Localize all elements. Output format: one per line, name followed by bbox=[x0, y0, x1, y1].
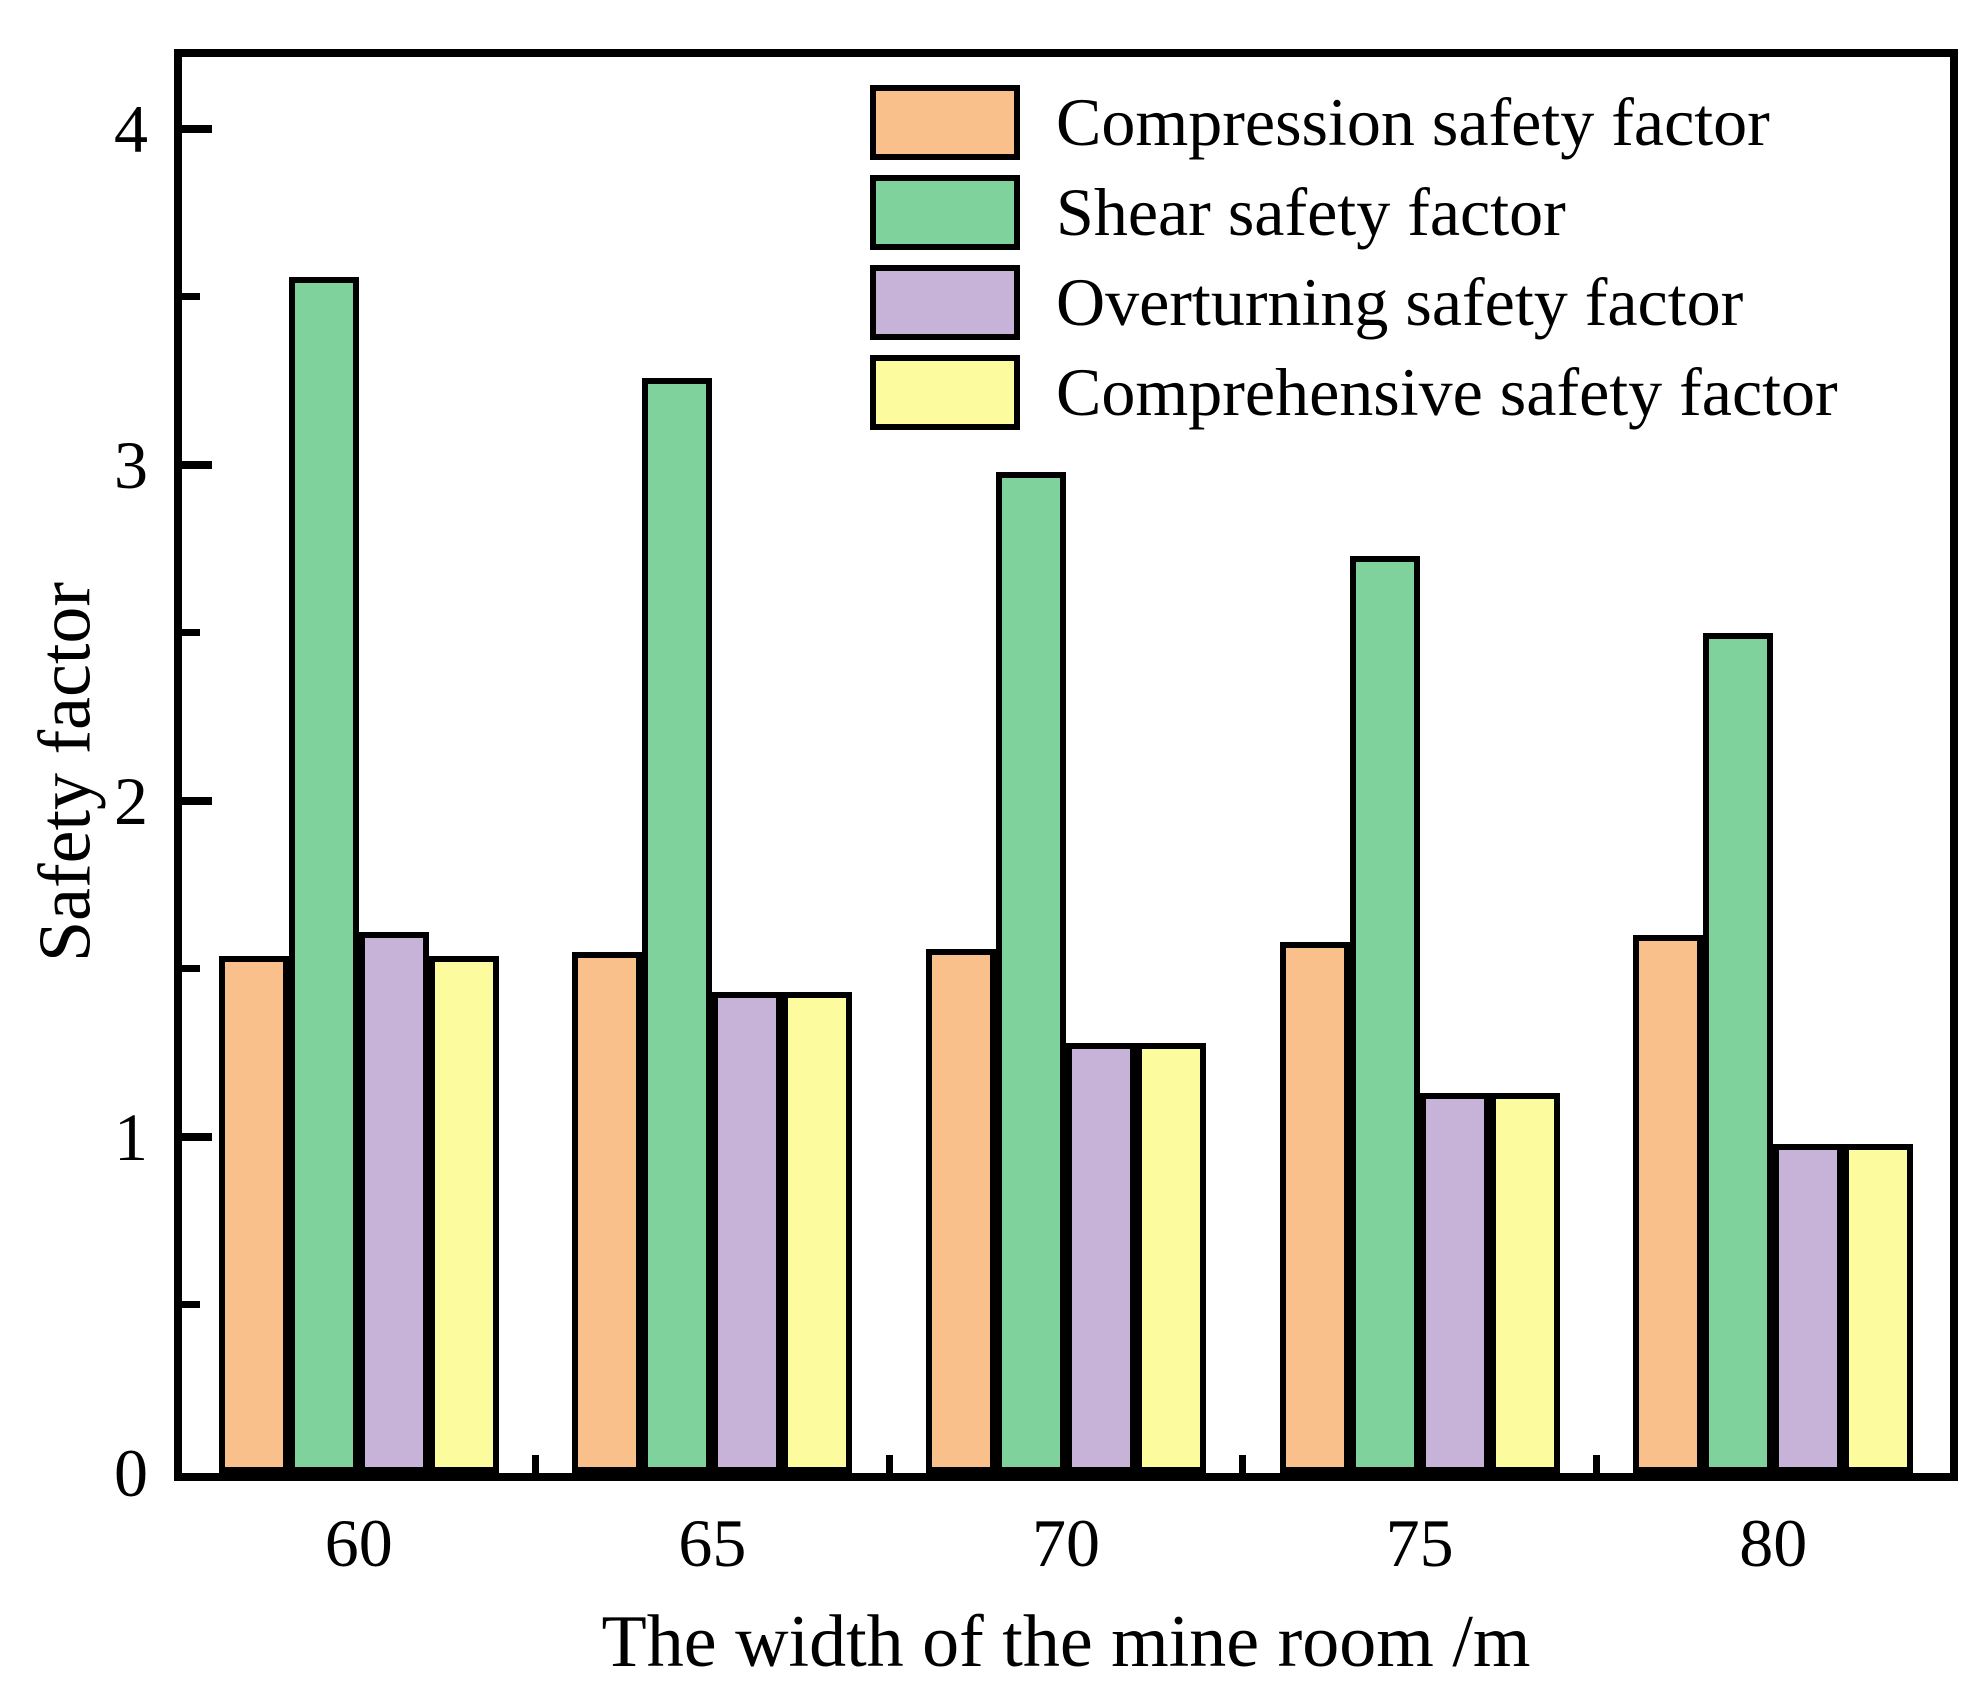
y-tick-label-4: 4 bbox=[114, 90, 148, 167]
x-boundary-tick-1 bbox=[532, 1455, 540, 1473]
bar-80-series-2 bbox=[1703, 633, 1774, 1473]
x-boundary-tick-3 bbox=[1239, 1455, 1247, 1473]
bar-75-series-4 bbox=[1489, 1093, 1560, 1473]
y-minor-tick-0.5 bbox=[182, 1301, 200, 1309]
bar-80-series-4 bbox=[1843, 1144, 1914, 1473]
y-major-tick-3 bbox=[182, 460, 212, 469]
x-boundary-tick-2 bbox=[885, 1455, 893, 1473]
x-tick-label-70: 70 bbox=[1032, 1505, 1100, 1581]
x-axis-title: The width of the mine room /m bbox=[601, 1601, 1531, 1683]
legend-swatch-3 bbox=[870, 265, 1020, 340]
bar-70-series-1 bbox=[926, 949, 996, 1473]
bar-80-series-3 bbox=[1773, 1144, 1844, 1473]
x-boundary-tick-4 bbox=[1592, 1455, 1600, 1473]
bar-65-series-1 bbox=[572, 952, 643, 1473]
y-major-tick-1 bbox=[182, 1132, 212, 1141]
y-tick-label-3: 3 bbox=[114, 426, 148, 503]
y-axis-title: Safety factor bbox=[24, 581, 107, 963]
y-minor-tick-1.5 bbox=[182, 965, 200, 973]
legend-label-3: Overturning safety factor bbox=[1056, 264, 1744, 340]
y-major-tick-4 bbox=[182, 124, 212, 133]
legend-swatch-2 bbox=[870, 175, 1020, 250]
legend-label-2: Shear safety factor bbox=[1056, 174, 1566, 250]
legend-label-4: Comprehensive safety factor bbox=[1056, 354, 1838, 430]
x-tick-label-65: 65 bbox=[678, 1505, 747, 1581]
y-tick-label-2: 2 bbox=[114, 762, 148, 839]
legend-item-4: Comprehensive safety factor bbox=[870, 355, 1838, 430]
bar-60-series-4 bbox=[428, 956, 499, 1473]
bar-70-series-2 bbox=[996, 472, 1066, 1473]
y-tick-label-1: 1 bbox=[114, 1098, 148, 1175]
legend-swatch-1 bbox=[870, 85, 1020, 160]
bar-60-series-2 bbox=[288, 277, 359, 1473]
x-tick-label-60: 60 bbox=[324, 1505, 393, 1581]
bar-65-series-2 bbox=[642, 378, 713, 1473]
bar-65-series-4 bbox=[782, 992, 853, 1473]
x-tick-label-80: 80 bbox=[1739, 1505, 1808, 1581]
y-minor-tick-3.5 bbox=[182, 293, 200, 301]
bar-75-series-3 bbox=[1419, 1093, 1490, 1473]
plot-area bbox=[182, 57, 1950, 1473]
legend-item-1: Compression safety factor bbox=[870, 85, 1770, 160]
bar-60-series-1 bbox=[218, 956, 289, 1473]
legend-label-1: Compression safety factor bbox=[1056, 84, 1770, 160]
bar-80-series-1 bbox=[1633, 935, 1704, 1473]
legend-item-3: Overturning safety factor bbox=[870, 265, 1743, 340]
legend-swatch-4 bbox=[870, 355, 1020, 430]
bar-70-series-3 bbox=[1066, 1043, 1136, 1473]
bar-75-series-1 bbox=[1279, 942, 1350, 1473]
y-major-tick-2 bbox=[182, 796, 212, 805]
bar-60-series-3 bbox=[358, 932, 429, 1473]
bar-65-series-3 bbox=[712, 992, 783, 1473]
bar-70-series-4 bbox=[1136, 1043, 1206, 1473]
legend-item-2: Shear safety factor bbox=[870, 175, 1566, 250]
y-tick-label-0: 0 bbox=[114, 1435, 148, 1511]
x-tick-label-75: 75 bbox=[1385, 1505, 1454, 1581]
y-minor-tick-2.5 bbox=[182, 629, 200, 637]
bar-75-series-2 bbox=[1349, 556, 1420, 1473]
